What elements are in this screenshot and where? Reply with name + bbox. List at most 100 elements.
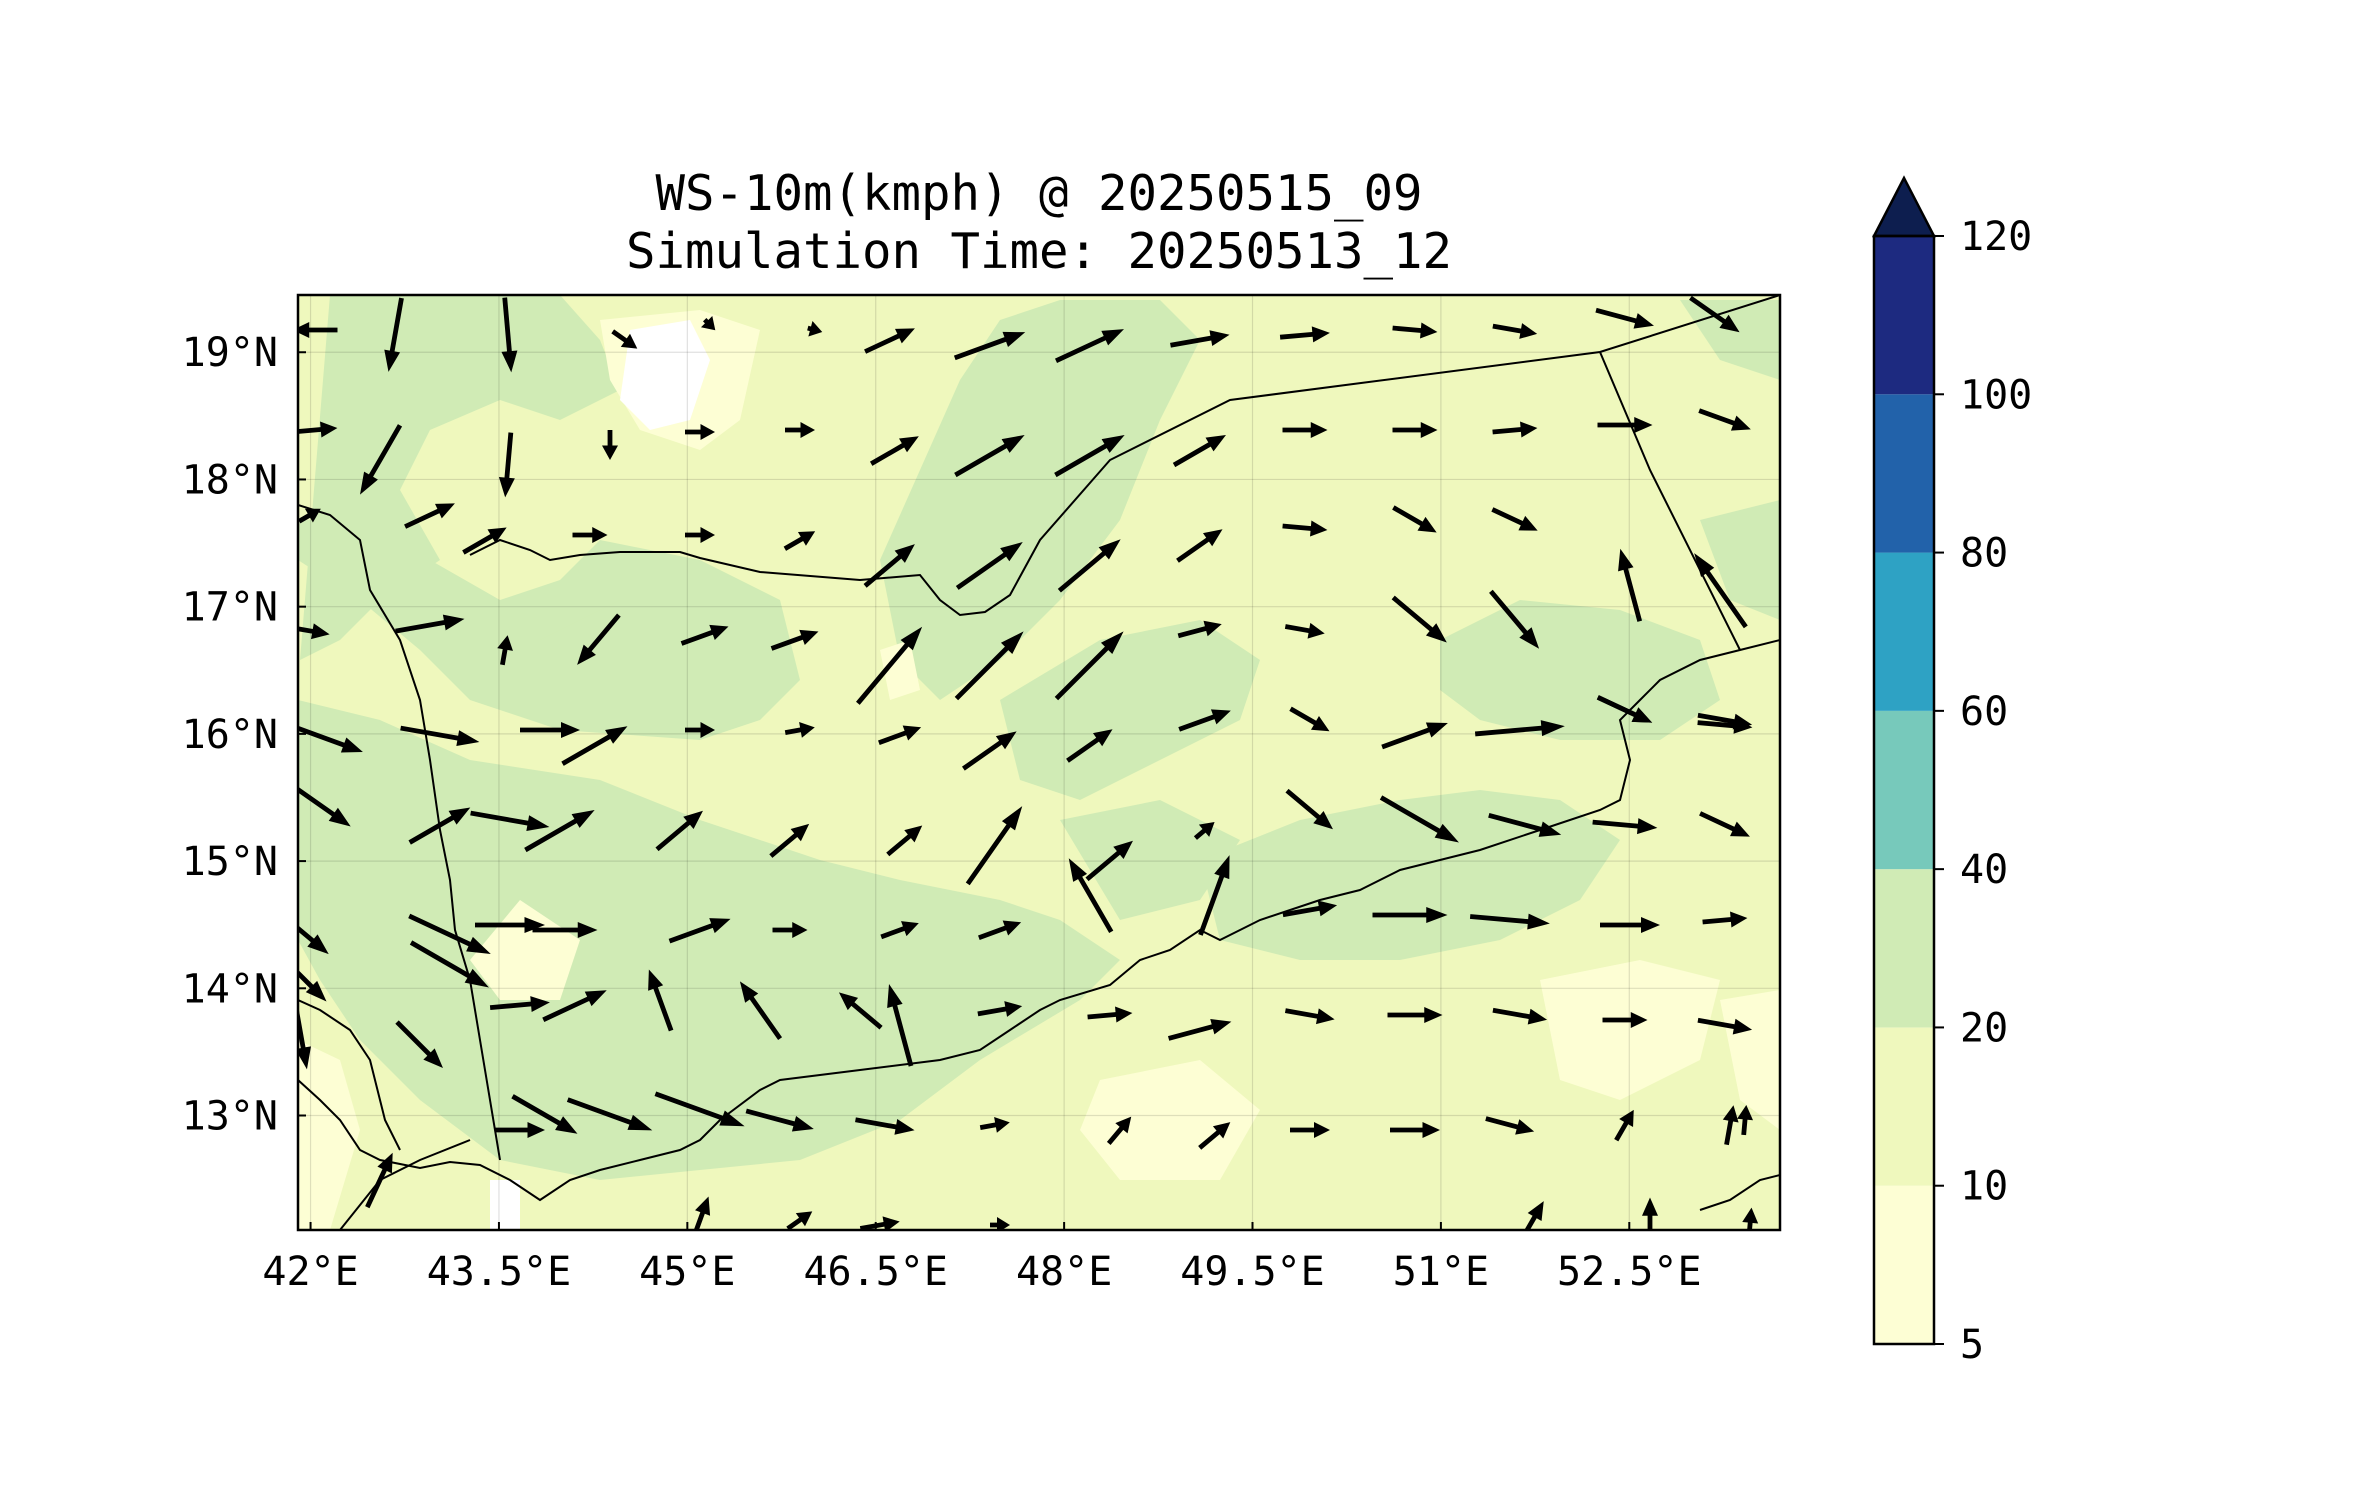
colorbar-band — [1874, 710, 1934, 870]
wind-arrow — [408, 913, 491, 955]
wind-arrow — [611, 329, 638, 349]
wind-arrow — [1689, 295, 1740, 333]
lon-tick-label: 43.5°E — [427, 1249, 572, 1295]
wind-arrow — [1106, 1116, 1132, 1145]
wind-arrow — [1285, 788, 1333, 830]
wind-arrow — [1176, 529, 1223, 563]
lat-tick-label: 16°N — [182, 712, 278, 758]
wind-arrow — [1489, 589, 1540, 649]
wind-arrow — [1597, 417, 1653, 433]
wind-arrow — [298, 990, 312, 1070]
wind-arrow — [1279, 326, 1330, 343]
wind-arrow — [520, 722, 580, 738]
wind-arrow — [1372, 907, 1448, 923]
colorbar-tick-label: 100 — [1960, 372, 2032, 418]
lat-tick-label: 14°N — [182, 966, 278, 1012]
wind-vector-arrows — [298, 295, 1759, 1230]
wind-arrow — [1491, 507, 1538, 531]
colorbar-band — [1874, 1027, 1934, 1186]
wind-arrow — [298, 322, 338, 338]
colorbar-tick-label: 60 — [1960, 689, 2008, 735]
wind-arrow — [365, 1152, 393, 1209]
wind-arrow — [475, 917, 545, 933]
lon-tick-label: 45°E — [639, 1249, 735, 1295]
wind-arrow — [855, 1117, 915, 1135]
wind-arrow — [1391, 595, 1447, 643]
wind-arrow — [1392, 322, 1438, 339]
wind-arrow — [685, 424, 715, 440]
wind-arrow — [770, 629, 819, 651]
wind-arrow — [1614, 1109, 1634, 1142]
wind-arrow — [1699, 811, 1750, 837]
wind-arrow — [400, 725, 480, 747]
wind-arrow — [1618, 548, 1643, 622]
wind-arrow — [769, 823, 810, 858]
lat-tick-label: 13°N — [182, 1094, 278, 1140]
wind-arrow — [856, 626, 923, 705]
colorbar-band — [1874, 394, 1934, 553]
colorbar-frame — [1872, 234, 1936, 1346]
eritrea-coast — [298, 999, 401, 1151]
lon-tick-label: 49.5°E — [1180, 1249, 1325, 1295]
colorbar-tick-label: 120 — [1960, 214, 2032, 260]
wind-arrow — [511, 1094, 578, 1134]
wind-arrow — [408, 807, 471, 845]
wind-arrow — [395, 614, 465, 634]
wind-arrow — [807, 321, 823, 337]
wind-arrow — [864, 328, 915, 354]
wind-arrow — [566, 1097, 653, 1131]
wind-arrow — [497, 635, 513, 666]
lat-tick-label: 19°N — [182, 330, 278, 376]
colorbar-tick-label: 80 — [1960, 531, 2008, 577]
red-sea-coast — [298, 504, 501, 1161]
wind-arrow — [978, 920, 1022, 940]
wind-arrow — [298, 421, 338, 438]
wind-arrow — [739, 981, 783, 1041]
lat-tick-label: 15°N — [182, 839, 278, 885]
colorbar-tick-label: 5 — [1960, 1322, 1984, 1368]
wind-arrow — [1387, 1007, 1443, 1023]
wind-arrow — [685, 722, 715, 738]
wind-arrow — [495, 1122, 545, 1138]
wind-arrow — [784, 722, 815, 738]
map-panel — [298, 295, 1780, 1230]
wind-arrow — [1381, 722, 1448, 750]
colorbar-tick-label: 40 — [1960, 847, 2008, 893]
colorbar-tick-label: 10 — [1960, 1164, 2008, 1210]
wind-arrow — [470, 810, 550, 832]
wind-arrow — [1602, 1012, 1648, 1028]
djibouti-border — [339, 1139, 471, 1230]
wind-arrow — [859, 1216, 900, 1230]
wind-arrow — [1642, 1197, 1658, 1230]
wind-arrow — [1737, 1105, 1754, 1136]
wind-arrow — [1595, 307, 1654, 329]
wind-arrow — [1198, 855, 1230, 936]
wind-arrow — [1492, 421, 1538, 438]
wind-arrow — [1177, 620, 1222, 639]
wind-arrow — [1722, 1105, 1739, 1146]
lat-tick-label: 17°N — [182, 585, 278, 631]
wind-arrow — [1284, 622, 1325, 639]
lon-tick-label: 48°E — [1016, 1249, 1112, 1295]
wind-speed-contour-20-40 — [298, 295, 1780, 1180]
wind-arrow — [1068, 858, 1114, 934]
wind-arrow — [462, 527, 507, 555]
wind-arrow — [1600, 917, 1660, 933]
wind-arrow — [1492, 1007, 1548, 1025]
wind-arrow — [1596, 695, 1653, 723]
wind-arrow — [1379, 795, 1459, 843]
lat-tick-label: 18°N — [182, 457, 278, 503]
coastlines-and-borders — [298, 295, 1780, 1230]
wind-arrow — [498, 432, 515, 498]
wind-arrow — [298, 725, 363, 753]
wind-arrow — [954, 631, 1024, 701]
wind-arrow — [785, 422, 815, 438]
wind-arrow — [298, 508, 321, 524]
wind-arrow — [1742, 1207, 1759, 1230]
wind-arrow — [878, 725, 922, 745]
wind-arrow — [298, 781, 351, 827]
wind-arrow — [298, 623, 330, 640]
wind-arrow — [1054, 435, 1125, 478]
wind-arrow — [1284, 1008, 1335, 1025]
